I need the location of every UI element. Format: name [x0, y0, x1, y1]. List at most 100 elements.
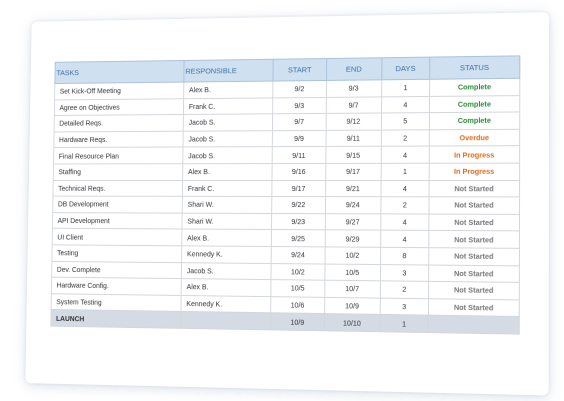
cell-status[interactable]: Not Started	[428, 213, 520, 232]
cell-end[interactable]: 9/12	[325, 113, 382, 131]
launch-status[interactable]	[428, 315, 520, 335]
cell-status[interactable]: Complete	[429, 112, 520, 130]
cell-responsible[interactable]: Shari W.	[182, 212, 272, 230]
cell-end[interactable]: 9/15	[325, 146, 382, 164]
cell-end[interactable]: 9/29	[324, 230, 381, 248]
cell-start[interactable]: 9/23	[271, 213, 325, 231]
cell-status[interactable]: Not Started	[428, 281, 520, 300]
launch-task[interactable]: LAUNCH	[50, 309, 182, 329]
cell-task[interactable]: Agree on Objectives	[54, 98, 184, 116]
table-row: Hardware Reqs. Jacob S. 9/9 9/11 2 Overdue	[53, 129, 520, 148]
cell-start[interactable]: 9/2	[273, 80, 327, 98]
cell-responsible[interactable]: Shari W.	[182, 196, 273, 214]
cell-end[interactable]: 9/11	[325, 129, 382, 147]
cell-status[interactable]: Not Started	[428, 298, 520, 317]
cell-status[interactable]: Complete	[429, 78, 520, 97]
cell-days[interactable]: 2	[380, 196, 429, 214]
cell-task[interactable]: DB Development	[52, 196, 183, 213]
header-end: END	[326, 57, 382, 81]
cell-task[interactable]: System Testing	[51, 293, 182, 312]
cell-status[interactable]: Not Started	[428, 264, 520, 283]
cell-days[interactable]: 8	[380, 247, 429, 265]
task-table: TASKS RESPONSIBLE START END DAYS STATUS …	[50, 55, 520, 335]
cell-responsible[interactable]: Jacob S.	[182, 147, 273, 164]
cell-days[interactable]: 4	[381, 96, 430, 114]
cell-days[interactable]: 3	[380, 297, 429, 316]
cell-days[interactable]: 2	[380, 280, 429, 299]
cell-responsible[interactable]: Frank C.	[182, 180, 273, 197]
cell-start[interactable]: 9/24	[271, 246, 325, 264]
cell-end[interactable]: 10/2	[324, 246, 381, 265]
cell-start[interactable]: 10/6	[270, 296, 325, 314]
cell-task[interactable]: Testing	[51, 244, 182, 263]
cell-start[interactable]: 9/22	[271, 196, 326, 214]
cell-status[interactable]: Not Started	[428, 196, 520, 215]
cell-task[interactable]: Hardware Config.	[51, 277, 182, 296]
cell-days[interactable]: 4	[380, 180, 430, 197]
cell-days[interactable]: 3	[380, 264, 429, 282]
cell-days[interactable]: 4	[380, 230, 429, 248]
cell-days[interactable]: 1	[380, 163, 430, 181]
launch-days[interactable]: 1	[379, 314, 429, 333]
cell-end[interactable]: 9/17	[325, 163, 382, 181]
launch-start[interactable]: 10/9	[270, 313, 325, 331]
cell-end[interactable]: 9/24	[324, 196, 381, 214]
cell-responsible[interactable]: Alex B.	[182, 163, 273, 181]
cell-end[interactable]: 10/5	[324, 263, 381, 281]
cell-start[interactable]: 9/17	[272, 180, 326, 197]
cell-end[interactable]: 9/3	[325, 79, 382, 98]
cell-start[interactable]: 9/16	[272, 163, 326, 181]
launch-responsible[interactable]	[180, 311, 271, 330]
cell-end[interactable]: 9/27	[324, 213, 381, 231]
cell-status[interactable]: Not Started	[428, 180, 520, 198]
cell-task[interactable]: Set Kick-Off Meeting	[54, 82, 185, 100]
cell-task[interactable]: Staffing	[53, 163, 183, 181]
cell-end[interactable]: 9/7	[325, 96, 382, 114]
cell-status[interactable]: Overdue	[429, 129, 520, 147]
cell-responsible[interactable]: Alex B.	[181, 278, 272, 297]
cell-start[interactable]: 9/25	[271, 229, 325, 247]
cell-responsible[interactable]: Kennedy K.	[181, 245, 272, 264]
cell-responsible[interactable]: Alex B.	[181, 229, 272, 247]
cell-status[interactable]: Not Started	[428, 247, 520, 266]
table-body: Set Kick-Off Meeting Alex B. 9/2 9/3 1 Comple…	[51, 78, 520, 317]
cell-days[interactable]: 1	[381, 79, 430, 97]
cell-days[interactable]: 2	[381, 129, 430, 147]
cell-responsible[interactable]: Kennedy K.	[181, 295, 272, 314]
cell-start[interactable]: 9/3	[272, 97, 326, 114]
cell-days[interactable]: 4	[380, 213, 429, 231]
cell-status[interactable]: Not Started	[428, 230, 520, 249]
header-days: DAYS	[381, 57, 430, 80]
table-row: Technical Reqs. Frank C. 9/17 9/21 4 Not Star…	[52, 180, 520, 198]
spreadsheet-card: TASKS RESPONSIBLE START END DAYS STATUS …	[25, 12, 550, 396]
cell-start[interactable]: 10/5	[271, 279, 325, 298]
cell-days[interactable]: 5	[381, 112, 430, 130]
cell-responsible[interactable]: Jacob S.	[183, 130, 273, 148]
cell-start[interactable]: 9/11	[272, 146, 326, 164]
cell-start[interactable]: 10/2	[271, 263, 325, 281]
cell-status[interactable]: In Progress	[429, 146, 520, 164]
cell-responsible[interactable]: Frank C.	[183, 97, 274, 115]
cell-start[interactable]: 9/9	[272, 130, 326, 148]
cell-start[interactable]: 9/7	[272, 113, 326, 131]
cell-task[interactable]: Dev. Complete	[51, 261, 182, 279]
header-responsible: RESPONSIBLE	[184, 59, 274, 83]
cell-end[interactable]: 9/21	[325, 180, 381, 197]
cell-task[interactable]: Hardware Reqs.	[53, 130, 184, 148]
cell-responsible[interactable]: Alex B.	[183, 81, 274, 99]
launch-end[interactable]: 10/10	[324, 313, 381, 332]
header-start: START	[273, 58, 327, 82]
cell-task[interactable]: Final Resource Plan	[53, 147, 184, 164]
cell-end[interactable]: 10/9	[324, 297, 381, 315]
cell-end[interactable]: 10/7	[324, 280, 381, 298]
cell-responsible[interactable]: Jacob S.	[181, 262, 272, 280]
cell-task[interactable]: API Development	[52, 212, 183, 230]
cell-task[interactable]: Detailed Reqs.	[54, 114, 184, 132]
cell-task[interactable]: Technical Reqs.	[52, 180, 183, 197]
cell-responsible[interactable]: Jacob S.	[183, 113, 273, 131]
cell-days[interactable]: 4	[381, 146, 430, 164]
cell-status[interactable]: Complete	[429, 95, 520, 113]
cell-task[interactable]: UI Client	[52, 228, 183, 246]
cell-status[interactable]: In Progress	[429, 163, 520, 181]
